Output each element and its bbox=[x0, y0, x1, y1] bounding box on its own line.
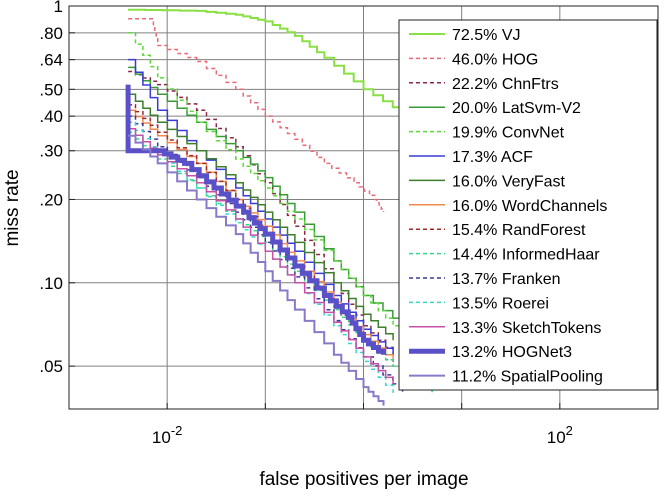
legend-entry: 11.2% SpatialPooling bbox=[452, 369, 603, 386]
series-line bbox=[128, 103, 394, 367]
y-tick-label: .50 bbox=[39, 80, 63, 99]
legend-entry: 20.0% LatSvm-V2 bbox=[452, 100, 581, 117]
y-axis-title: miss rate bbox=[2, 169, 23, 246]
x-tick-label: 10-2 bbox=[152, 423, 182, 447]
y-tick-label: .30 bbox=[39, 142, 63, 161]
x-tick-label: 102 bbox=[547, 423, 573, 447]
legend: 72.5% VJ 46.0% HOG 22.2% ChnFtrs 20.0% LatS… bbox=[398, 19, 658, 391]
legend-entry: 17.3% ACF bbox=[452, 149, 533, 166]
legend-entry: 13.7% Franken bbox=[452, 271, 561, 288]
y-tick-label: .10 bbox=[39, 274, 63, 293]
legend-entry: 19.9% ConvNet bbox=[452, 125, 565, 142]
y-tick-label: .05 bbox=[39, 357, 63, 376]
series-line bbox=[128, 32, 424, 345]
legend-entry: 46.0% HOG bbox=[452, 51, 538, 68]
y-tick-label: 1 bbox=[54, 0, 63, 16]
legend-entry: 13.2% HOGNet3 bbox=[452, 344, 572, 361]
legend-entry: 22.2% ChnFtrs bbox=[452, 76, 559, 93]
legend-entry: 15.4% RandForest bbox=[452, 222, 586, 239]
series-line bbox=[128, 128, 394, 385]
series-line bbox=[128, 93, 394, 341]
series-line bbox=[128, 8, 404, 114]
legend-entry: 13.3% SketchTokens bbox=[452, 320, 601, 337]
legend-entry: 72.5% VJ bbox=[452, 27, 520, 44]
y-tick-label: .64 bbox=[39, 51, 63, 70]
x-axis-title: false positives per image bbox=[259, 469, 468, 490]
legend-entry: 16.0% VeryFast bbox=[452, 173, 566, 190]
series-line bbox=[128, 134, 385, 406]
series-line bbox=[128, 17, 385, 213]
legend-entry: 16.0% WordChannels bbox=[452, 198, 607, 215]
series-line bbox=[125, 84, 386, 355]
series-line bbox=[128, 58, 394, 355]
legend-entry: 14.4% InformedHaar bbox=[452, 247, 600, 264]
plot-area bbox=[125, 8, 433, 406]
y-tick-label: .20 bbox=[39, 190, 63, 209]
series-line bbox=[128, 115, 404, 393]
y-tick-label: .40 bbox=[39, 107, 63, 126]
y-tick-label: .80 bbox=[39, 24, 63, 43]
legend-entry: 13.5% Roerei bbox=[452, 295, 549, 312]
axes: 1 .80 .64 .50 .40 .30 .20 .10 .05 10-2 102 bbox=[39, 0, 659, 447]
